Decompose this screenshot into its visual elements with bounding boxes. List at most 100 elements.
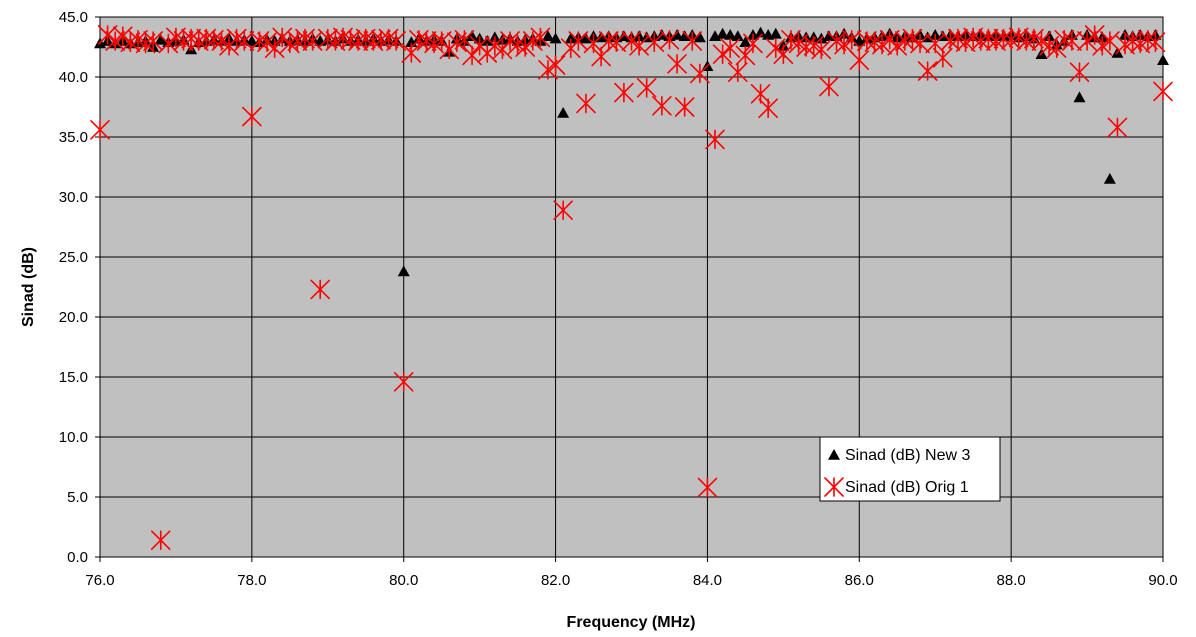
data-point-new-3 — [1073, 91, 1086, 103]
data-point-orig-1 — [614, 82, 634, 103]
y-tick-label: 25.0 — [59, 249, 88, 266]
y-axis-title: Sinad (dB) — [20, 247, 37, 327]
y-tick-label: 45.0 — [59, 9, 88, 26]
data-points — [90, 25, 1173, 551]
data-point-orig-1 — [910, 33, 930, 54]
data-point-orig-1 — [917, 61, 938, 81]
data-point-new-3 — [1043, 30, 1056, 41]
data-point-orig-1 — [150, 530, 171, 551]
data-point-new-3 — [769, 27, 782, 39]
data-point-orig-1 — [257, 32, 277, 53]
data-point-orig-1 — [849, 50, 870, 70]
legend-label-orig-1: Sinad (dB) Orig 1 — [845, 479, 969, 496]
x-tick-label: 90.0 — [1148, 572, 1177, 589]
data-point-orig-1 — [690, 63, 710, 84]
data-point-new-3 — [481, 35, 494, 46]
data-point-orig-1 — [606, 32, 627, 53]
data-point-new-3 — [557, 107, 570, 118]
data-point-orig-1 — [743, 33, 763, 54]
x-tick-label: 84.0 — [693, 572, 722, 589]
y-tick-label: 40.0 — [59, 69, 88, 86]
x-tick-label: 80.0 — [389, 572, 418, 589]
data-point-new-3 — [466, 30, 479, 41]
data-point-orig-1 — [454, 29, 475, 50]
y-tick-label: 20.0 — [59, 309, 88, 326]
data-point-orig-1 — [697, 477, 718, 498]
data-point-orig-1 — [242, 106, 262, 127]
data-point-orig-1 — [1107, 117, 1128, 138]
data-point-new-3 — [154, 33, 167, 45]
x-tick-label: 82.0 — [541, 572, 570, 589]
y-tick-label: 35.0 — [59, 129, 88, 146]
data-point-orig-1 — [90, 120, 110, 140]
data-point-orig-1 — [879, 29, 900, 50]
data-point-orig-1 — [758, 98, 778, 118]
data-point-orig-1 — [659, 29, 680, 50]
data-point-new-3 — [1103, 173, 1116, 184]
x-tick-label: 78.0 — [237, 572, 266, 589]
data-point-orig-1 — [811, 39, 832, 60]
x-axis-title: Frequency (MHz) — [567, 614, 696, 631]
data-point-new-3 — [1157, 54, 1169, 65]
y-axis-ticks: 0.0 5.0 10.0 15.0 20.0 25.0 30.0 35.0 40.0 45.0 — [59, 9, 100, 566]
data-point-orig-1 — [819, 76, 839, 97]
data-point-new-3 — [541, 30, 554, 41]
data-point-orig-1 — [765, 38, 786, 59]
data-point-orig-1 — [1077, 31, 1097, 51]
y-tick-label: 5.0 — [67, 489, 88, 506]
y-tick-label: 30.0 — [59, 189, 88, 206]
data-point-new-3 — [822, 30, 835, 41]
data-point-orig-1 — [1069, 62, 1090, 82]
data-point-orig-1 — [1084, 25, 1105, 45]
data-point-new-3 — [549, 32, 562, 44]
data-point-orig-1 — [545, 55, 566, 75]
data-point-orig-1 — [735, 45, 756, 66]
data-point-orig-1 — [682, 31, 703, 51]
data-point-orig-1 — [515, 37, 536, 57]
data-point-new-3 — [397, 265, 410, 277]
legend-asterisk-icon — [824, 477, 844, 497]
data-point-new-3 — [739, 36, 752, 47]
series-orig-1 — [90, 25, 1173, 551]
data-point-orig-1 — [652, 96, 672, 116]
data-point-orig-1 — [264, 38, 285, 59]
data-point-orig-1 — [386, 31, 406, 51]
data-point-new-3 — [633, 30, 646, 41]
data-point-orig-1 — [712, 44, 733, 65]
data-point-orig-1 — [933, 47, 953, 68]
y-tick-label: 10.0 — [59, 429, 88, 446]
data-point-orig-1 — [720, 38, 741, 59]
x-tick-label: 76.0 — [85, 572, 114, 589]
data-point-orig-1 — [1062, 31, 1082, 51]
data-point-new-3 — [671, 29, 684, 40]
y-tick-label: 0.0 — [67, 549, 88, 566]
plot-area — [99, 16, 1164, 558]
data-point-orig-1 — [1145, 32, 1166, 53]
data-point-new-3 — [245, 35, 258, 46]
data-point-orig-1 — [234, 31, 255, 51]
legend-marker-triangle — [828, 449, 840, 460]
data-point-orig-1 — [667, 53, 687, 74]
data-point-new-3 — [693, 31, 706, 43]
data-point-orig-1 — [553, 200, 573, 220]
data-point-orig-1 — [705, 129, 725, 150]
data-point-new-3 — [716, 27, 729, 39]
legend-label-new-3: Sinad (dB) New 3 — [845, 447, 970, 464]
data-point-orig-1 — [97, 25, 118, 45]
x-tick-label: 88.0 — [997, 572, 1026, 589]
data-point-new-3 — [731, 30, 744, 41]
x-tick-label: 86.0 — [845, 572, 874, 589]
gridlines — [100, 17, 1163, 557]
data-point-orig-1 — [1153, 81, 1173, 102]
data-point-orig-1 — [674, 97, 695, 117]
data-point-orig-1 — [310, 279, 330, 300]
legend: Sinad (dB) New 3 Sinad (dB) Orig 1 — [819, 436, 1001, 502]
legend-box — [819, 436, 1001, 502]
y-tick-label: 15.0 — [59, 369, 88, 386]
data-point-orig-1 — [530, 27, 551, 48]
data-point-orig-1 — [636, 78, 657, 98]
x-axis-ticks: 76.0 78.0 80.0 82.0 84.0 86.0 88.0 90.0 — [85, 557, 1178, 589]
legend-triangle-icon — [828, 449, 840, 460]
data-point-orig-1 — [576, 93, 596, 114]
